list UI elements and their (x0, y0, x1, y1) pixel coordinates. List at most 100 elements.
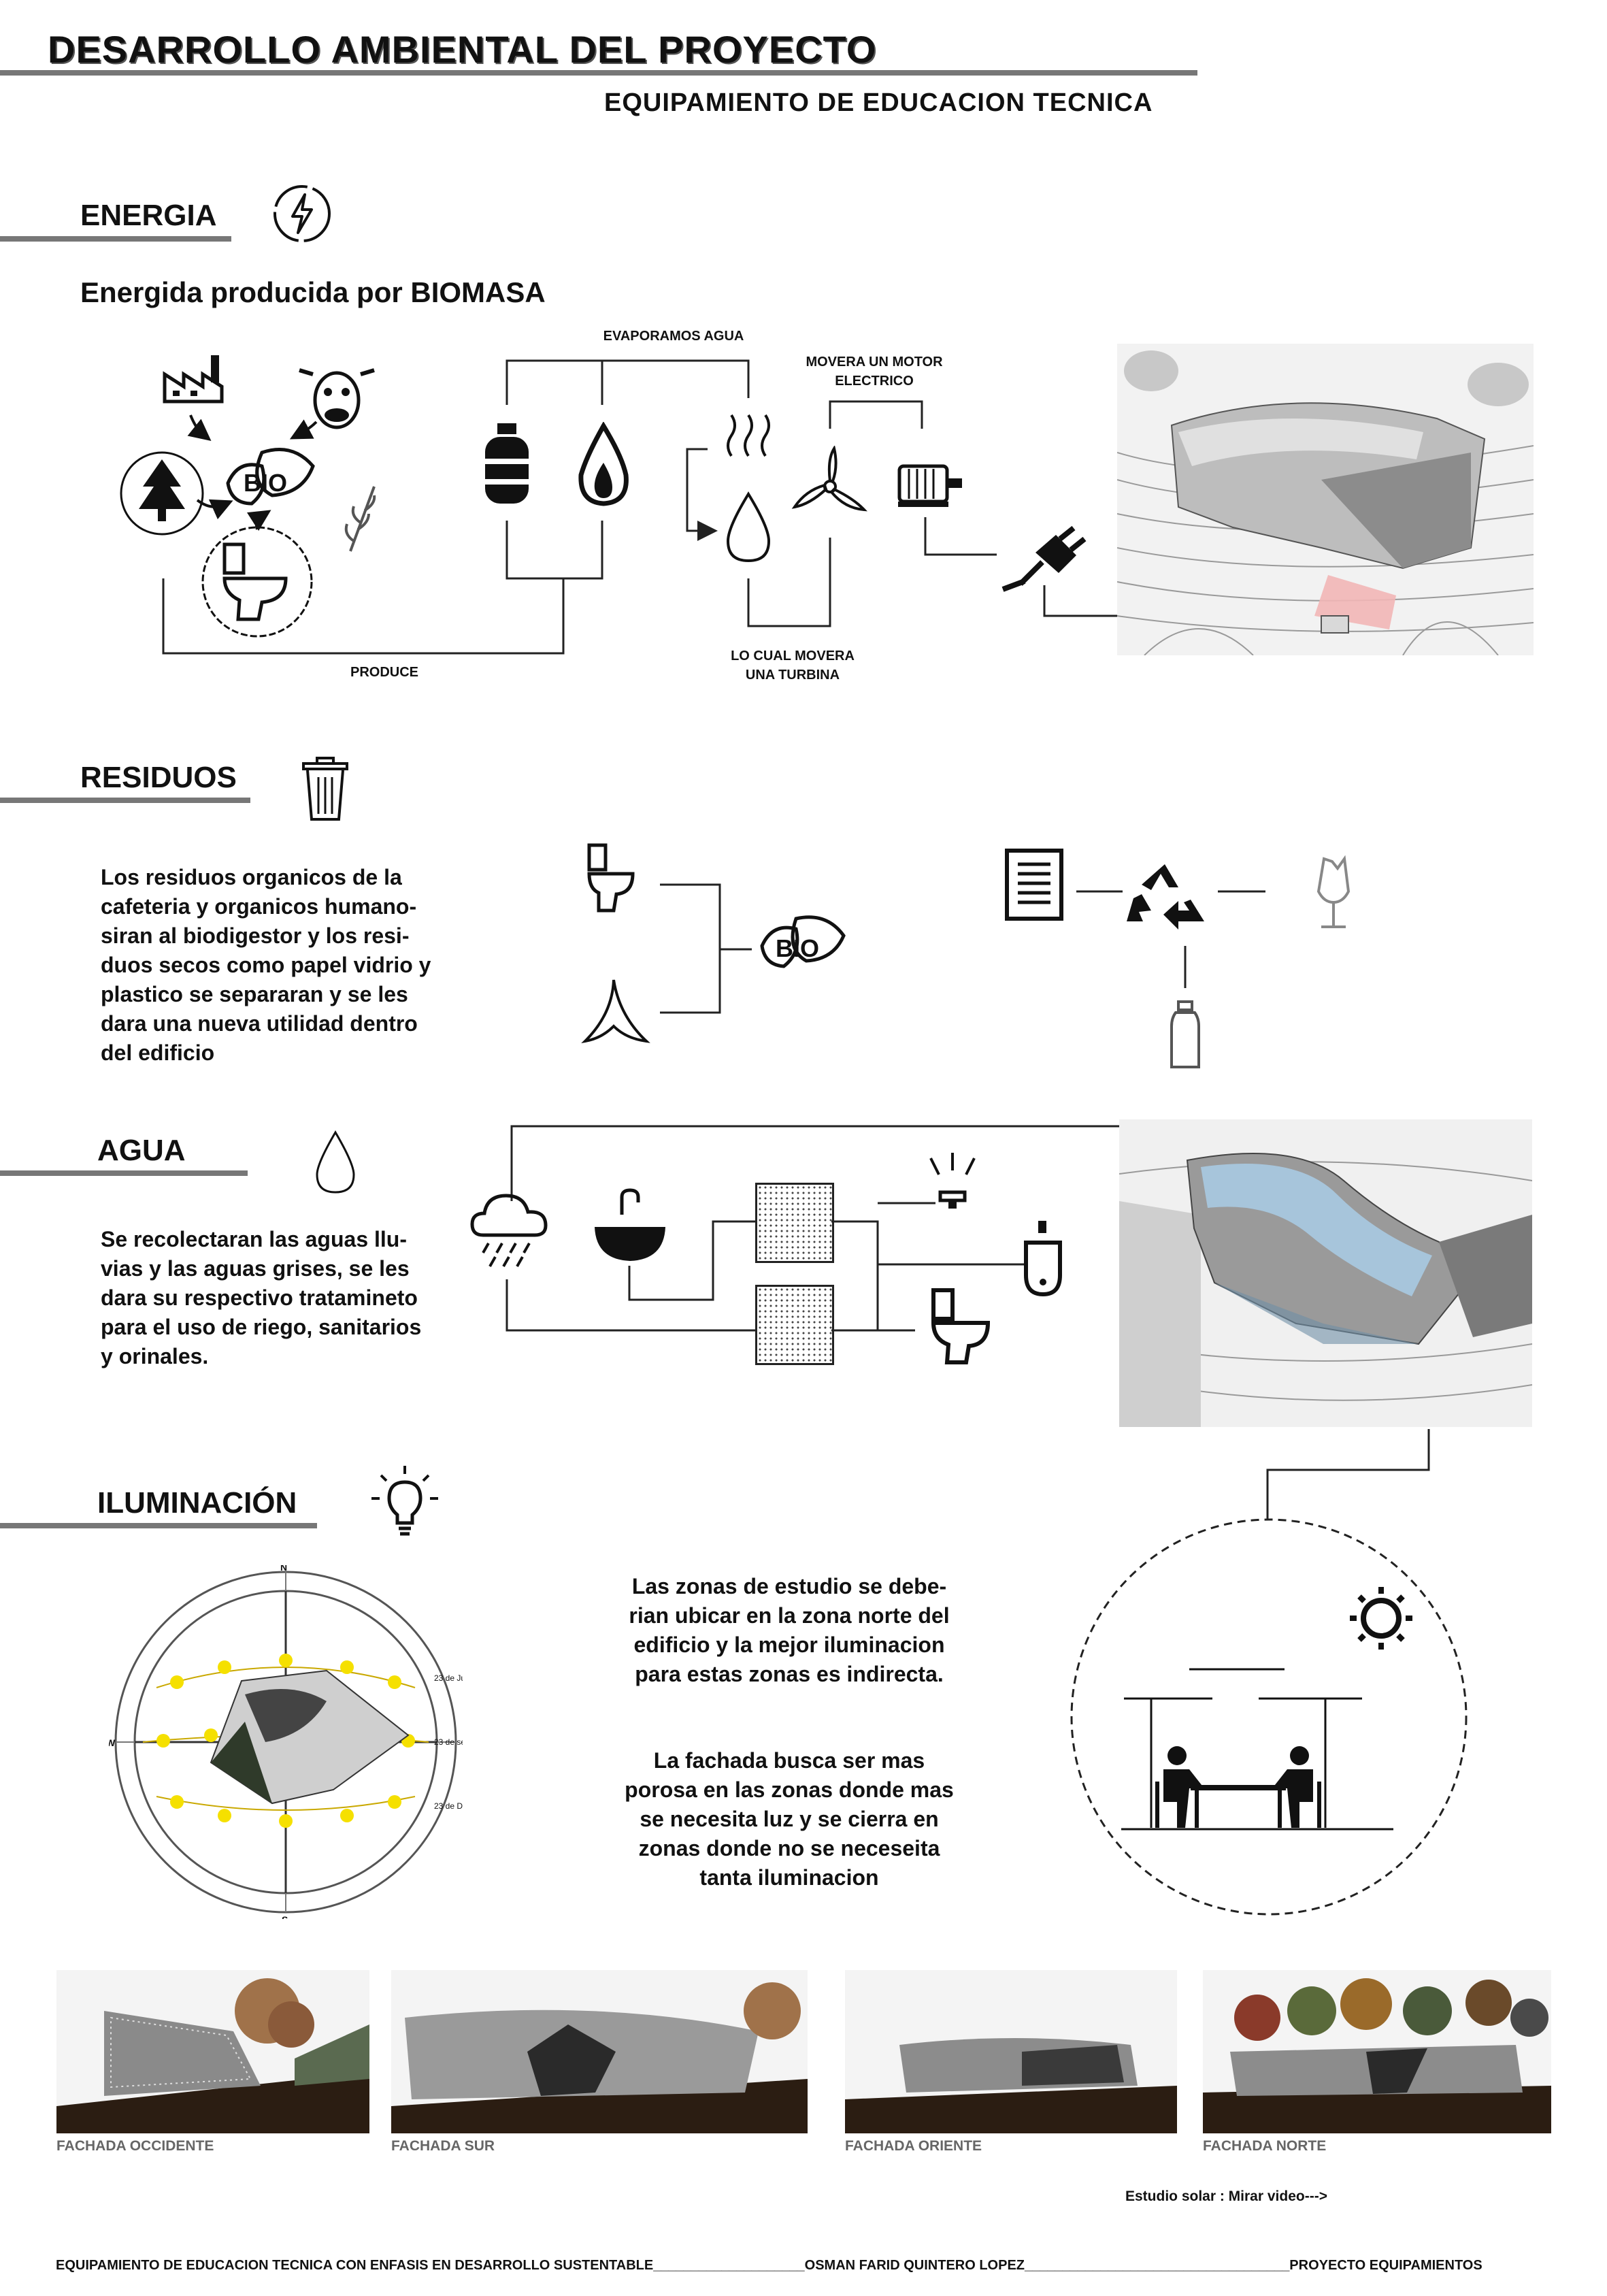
section-title-residuos: RESIDUOS (80, 761, 237, 794)
steam-icon (727, 414, 770, 457)
label-motor-2: ELECTRICO (835, 374, 914, 389)
rain-cloud-icon (470, 1194, 548, 1267)
water-flow-lines (506, 1125, 1430, 1519)
label-turbina-1: LO CUAL MOVERA (731, 649, 855, 663)
energia-heading: Energida producida por BIOMASA (80, 276, 546, 308)
electric-motor-icon (897, 464, 962, 507)
energy-building-render (1117, 344, 1534, 655)
agua-line: Se recolectaran las aguas llu- (101, 1227, 407, 1251)
sprinkler-icon (929, 1153, 976, 1209)
sun-icon (1350, 1587, 1412, 1650)
agua-description: Se recolectaran las aguas llu- vias y la… (101, 1225, 482, 1371)
compass-west-label: W (109, 1737, 116, 1748)
biomass-sources-diagram: BIO (120, 355, 376, 638)
solar-study-video-link[interactable]: Estudio solar : Mirar video---> (1125, 2188, 1327, 2204)
section-rule-iluminacion (0, 1523, 317, 1528)
factory-icon (163, 355, 224, 404)
label-produce: PRODUCE (350, 665, 418, 680)
residuos-line: dara una nueva utilidad dentro (101, 1011, 418, 1036)
label-motor-1: MOVERA UN MOTOR (806, 355, 943, 370)
compass-south-label: S (282, 1914, 288, 1919)
cow-icon (299, 368, 375, 429)
iluminacion-line: para estas zonas es indirecta. (635, 1662, 944, 1686)
facade-label-oriente: FACHADA ORIENTE (845, 2138, 982, 2154)
energy-flow-lines (162, 359, 1123, 655)
power-plug-icon (1001, 525, 1087, 592)
residuos-line: cafeteria y organicos humano- (101, 894, 417, 919)
title-rule (0, 70, 1197, 76)
bio-leaf-icon (760, 915, 846, 968)
residuos-organic-flow: BIO (581, 843, 846, 1044)
lightning-icon (274, 185, 331, 242)
water-building-render (1119, 1119, 1532, 1427)
residuos-line: Los residuos organicos de la (101, 865, 402, 889)
trash-can-icon (302, 757, 348, 821)
iluminacion-text-2: La fachada busca ser mas porosa en las z… (599, 1746, 980, 1892)
iluminacion-text-1: Las zonas de estudio se debe- rian ubica… (599, 1572, 980, 1689)
people-at-table-icon (1155, 1746, 1321, 1828)
water-drop-icon (316, 1130, 355, 1194)
urinal-icon (1024, 1221, 1062, 1297)
banana-peel-icon (581, 979, 650, 1044)
bio-leaf-icon (226, 448, 315, 506)
sun-path-december-label: 23 de Diciembre (434, 1801, 463, 1811)
page-title: DESARROLLO AMBIENTAL DEL PROYECTO (48, 28, 877, 71)
wheat-icon (344, 486, 376, 552)
flame-icon (578, 422, 629, 506)
light-bulb-icon (371, 1466, 438, 1536)
bio-label-energia: BIO (244, 469, 287, 497)
residuos-line: siran al biodigestor y los resi- (101, 923, 410, 948)
iluminacion-line: zonas donde no se neceseita (638, 1836, 940, 1860)
sun-path-september-label: 23 de septiembre (434, 1737, 463, 1747)
footer-credits: EQUIPAMIENTO DE EDUCACION TECNICA CON EN… (56, 2258, 1482, 2273)
toilet-icon (931, 1288, 991, 1364)
broken-glass-icon (1316, 855, 1351, 928)
facade-render-norte (1203, 1970, 1551, 2133)
filter-tank-rain (755, 1183, 834, 1263)
sun-path-june-label: 23 de Junio (434, 1673, 463, 1683)
section-title-agua: AGUA (97, 1134, 186, 1167)
residuos-line: duos secos como papel vidrio y (101, 953, 431, 977)
toilet-icon (587, 843, 635, 913)
page-subtitle: EQUIPAMIENTO DE EDUCACION TECNICA (604, 88, 1153, 117)
toilet-icon (222, 542, 288, 621)
study-zone-diagram (1070, 1518, 1468, 1916)
turbine-icon (791, 446, 867, 512)
compass-north-label: N (280, 1565, 287, 1573)
label-turbina-2: UNA TURBINA (745, 668, 840, 683)
residuos-recycling-flow (1005, 849, 1351, 1068)
section-title-energia: ENERGIA (80, 199, 217, 232)
residuos-line: plastico se separaran y se les (101, 982, 408, 1006)
sink-icon (595, 1188, 665, 1261)
section-rule-residuos (0, 798, 250, 803)
agua-line: y orinales. (101, 1344, 209, 1368)
facade-render-sur (391, 1970, 808, 2133)
iluminacion-line: Las zonas de estudio se debe- (631, 1574, 947, 1598)
agua-line: vias y las aguas grises, se les (101, 1256, 410, 1281)
gas-tank-icon (482, 423, 531, 504)
iluminacion-line: se necesita luz y se cierra en (640, 1807, 939, 1831)
facade-label-occidente: FACHADA OCCIDENTE (56, 2138, 214, 2154)
agua-line: dara su respectivo tratamineto (101, 1285, 418, 1310)
iluminacion-line: rian ubicar en la zona norte del (629, 1603, 950, 1628)
section-rule-energia (0, 236, 231, 242)
residuos-line: del edificio (101, 1040, 215, 1065)
facade-render-oriente (845, 1970, 1177, 2133)
water-drop-icon (726, 491, 771, 563)
plastic-bottle-icon (1170, 1000, 1200, 1068)
recycle-icon (1127, 864, 1204, 930)
iluminacion-line: porosa en las zonas donde mas (625, 1777, 954, 1802)
section-rule-agua (0, 1170, 248, 1176)
residuos-description: Los residuos organicos de la cafeteria y… (101, 863, 482, 1068)
iluminacion-line: La fachada busca ser mas (653, 1748, 925, 1773)
bio-label-residuos: BIO (776, 934, 819, 962)
facade-label-norte: FACHADA NORTE (1203, 2138, 1327, 2154)
facade-render-occidente (56, 1970, 369, 2133)
iluminacion-line: tanta iluminacion (699, 1865, 879, 1890)
solar-path-diagram: N S W 23 de Junio 23 de septiembre 23 de… (109, 1565, 463, 1919)
label-evaporamos: EVAPORAMOS AGUA (603, 329, 744, 344)
paper-document-icon (1005, 849, 1063, 921)
iluminacion-line: edificio y la mejor iluminacion (633, 1633, 945, 1657)
facade-label-sur: FACHADA SUR (391, 2138, 495, 2154)
section-title-iluminacion: ILUMINACIÓN (97, 1486, 297, 1520)
